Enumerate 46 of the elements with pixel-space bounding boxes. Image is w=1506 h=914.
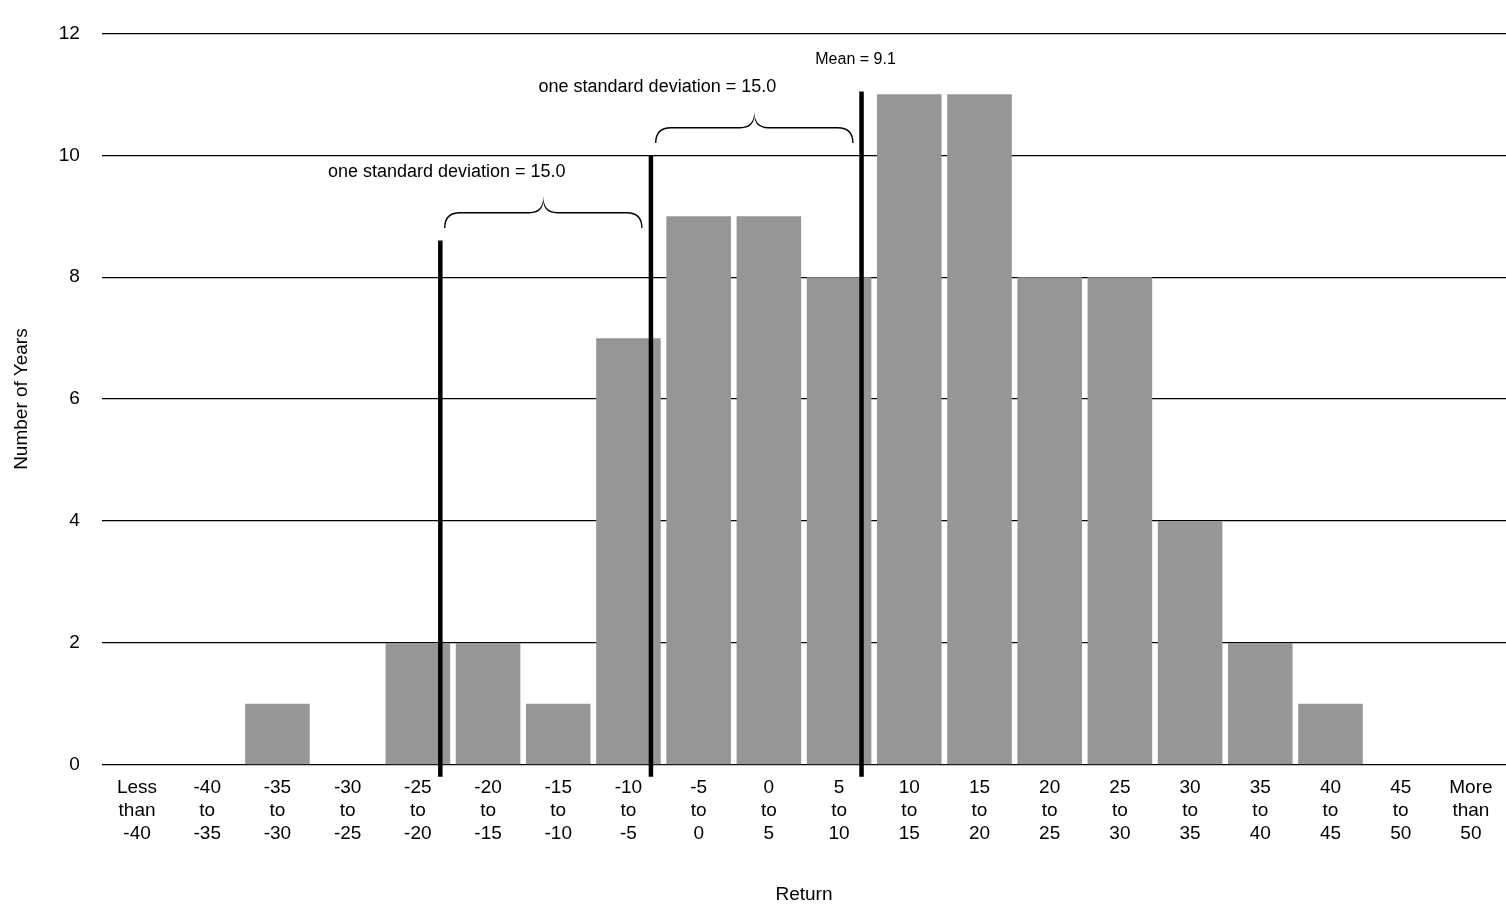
bar xyxy=(736,216,802,765)
y-tick-label: 8 xyxy=(69,265,80,287)
x-tick-label: Less than -40 xyxy=(116,776,158,844)
bar xyxy=(666,216,731,765)
bar xyxy=(525,703,591,765)
ref-line-label: Mean = 9.1 xyxy=(815,49,896,67)
y-tick-label: 0 xyxy=(69,753,80,775)
x-axis-title: Return xyxy=(775,882,833,904)
bar xyxy=(1157,521,1223,765)
bar xyxy=(1087,277,1153,765)
y-tick-label: 6 xyxy=(69,387,80,409)
x-tick-label: -10 to -5 xyxy=(614,776,643,844)
bar xyxy=(455,642,521,765)
x-tick-label: -20 to -15 xyxy=(474,776,502,844)
bar xyxy=(596,338,661,765)
annotation: one standard deviation = 15.0 xyxy=(327,161,566,182)
x-tick-label: -30 to -25 xyxy=(333,776,362,844)
bar xyxy=(806,277,872,765)
bar xyxy=(876,94,942,765)
bar xyxy=(947,94,1012,765)
x-tick-label: 10 to 15 xyxy=(898,776,920,844)
bar xyxy=(245,703,310,765)
y-tick-label: 2 xyxy=(69,631,80,653)
y-tick-label: 12 xyxy=(58,21,80,43)
x-tick-label: 40 to 45 xyxy=(1319,776,1342,844)
y-tick-label: 10 xyxy=(58,143,80,165)
y-axis-title: Number of Years xyxy=(9,328,31,470)
x-tick-label: 35 to 40 xyxy=(1249,776,1271,844)
x-tick-label: -5 to 0 xyxy=(690,776,708,844)
annotation: one standard deviation = 15.0 xyxy=(538,76,777,97)
x-tick-label: 45 to 50 xyxy=(1390,776,1412,844)
x-tick-label: 25 to 30 xyxy=(1109,776,1131,844)
x-tick-label: -40 to -35 xyxy=(193,776,221,844)
x-tick-label: 20 to 25 xyxy=(1039,776,1061,844)
x-tick-label: 0 to 5 xyxy=(760,776,777,844)
x-tick-label: 5 to 10 xyxy=(828,776,850,844)
x-tick-label: 30 to 35 xyxy=(1179,776,1201,844)
x-tick-label: -25 to -20 xyxy=(404,776,432,844)
x-tick-label: More than 50 xyxy=(1449,776,1493,844)
y-tick-label: 4 xyxy=(69,509,81,531)
bar xyxy=(1017,277,1082,765)
x-tick-label: 15 to 20 xyxy=(968,776,991,844)
x-tick-label: -35 to -30 xyxy=(263,776,292,844)
bar xyxy=(1298,703,1363,765)
bar xyxy=(1227,642,1293,765)
x-tick-label: -15 to -10 xyxy=(544,776,572,844)
